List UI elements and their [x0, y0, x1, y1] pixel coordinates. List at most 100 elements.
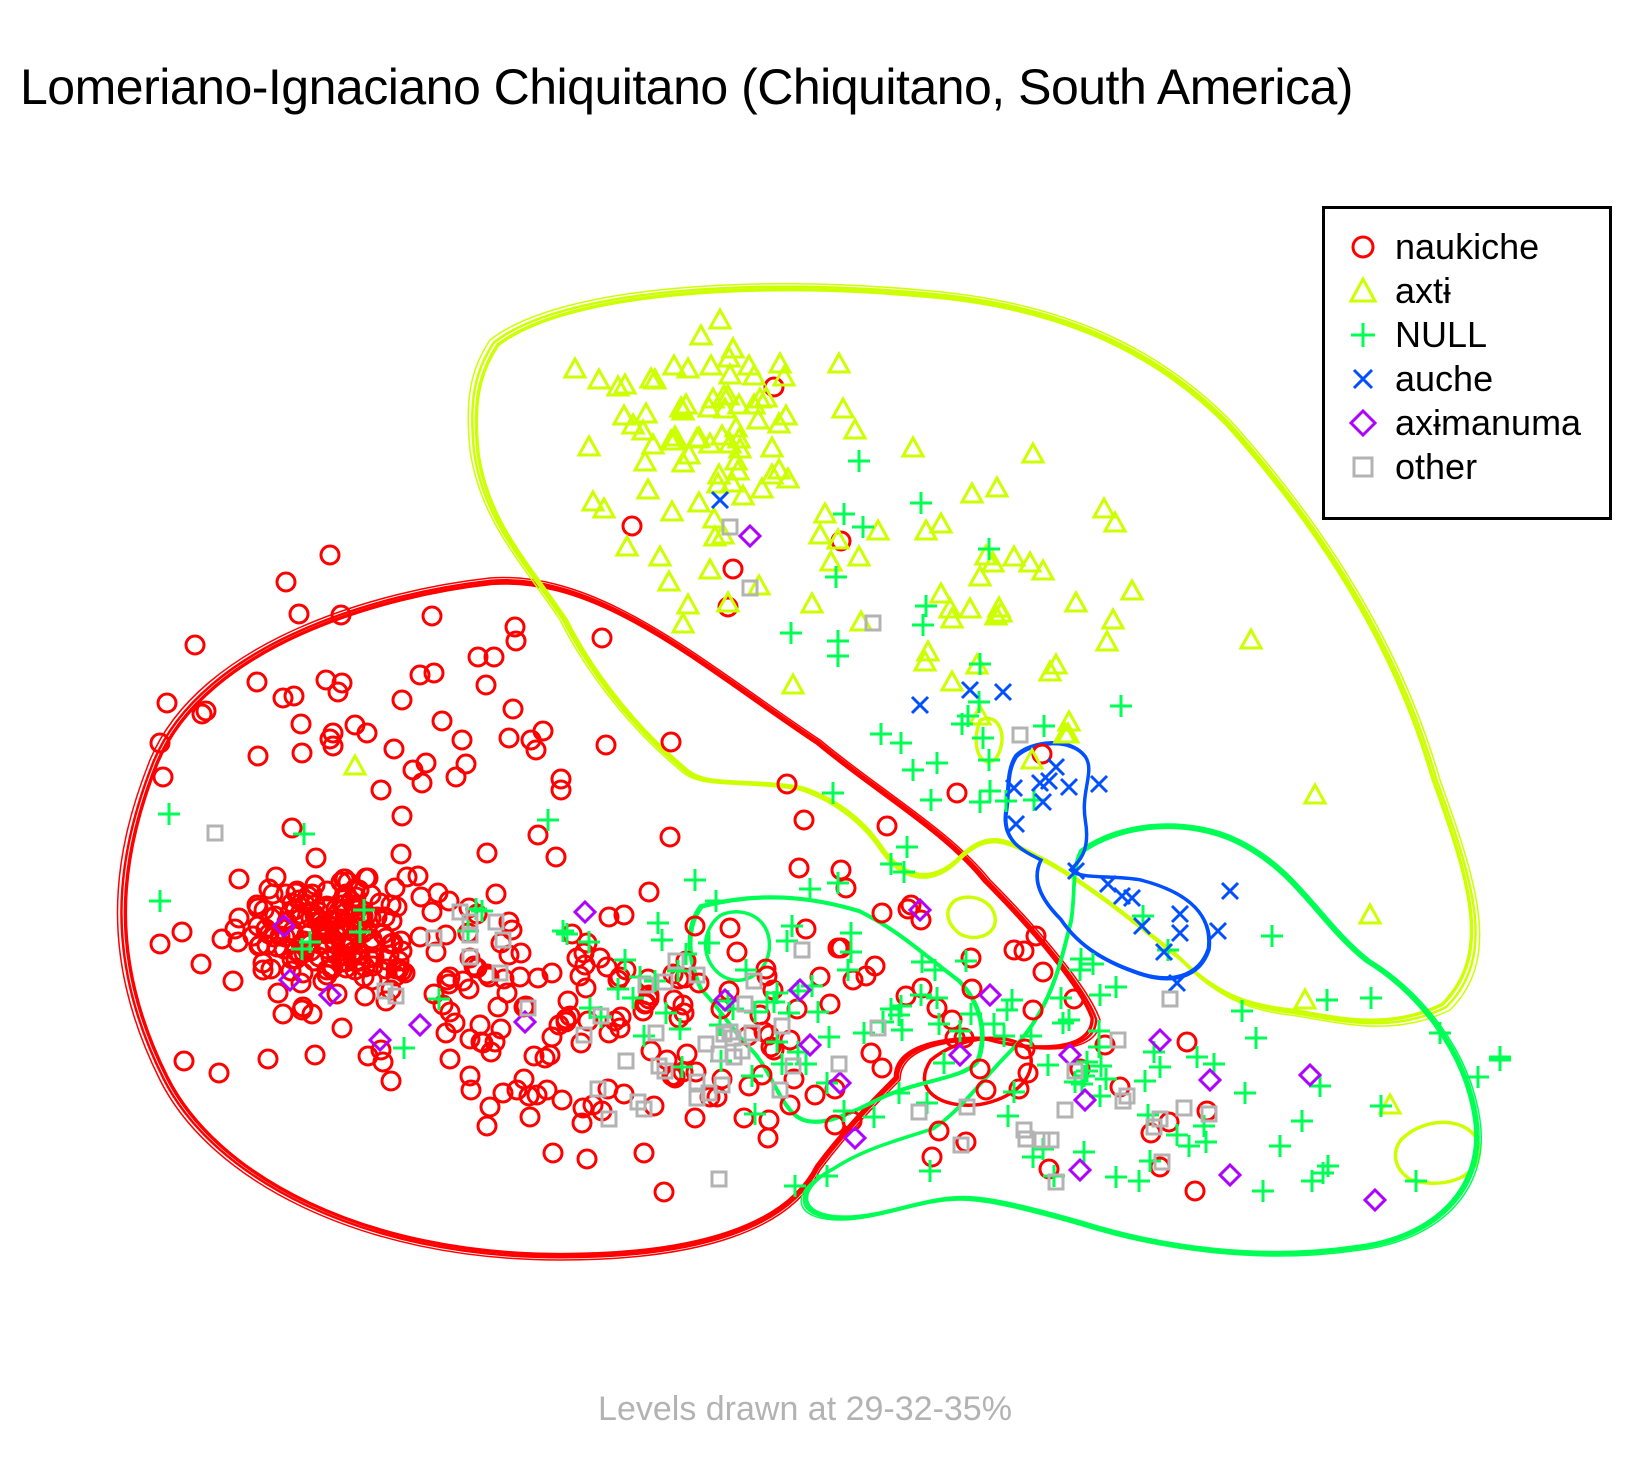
point-axt: [1102, 509, 1128, 533]
point-naukiche: [375, 990, 397, 1012]
point-null: [920, 789, 942, 811]
point-other: [575, 1026, 593, 1044]
point-axt: [1037, 658, 1063, 682]
point-null: [556, 923, 578, 945]
point-naukiche: [228, 868, 250, 890]
point-null: [996, 999, 1018, 1021]
point-axt: [702, 523, 728, 547]
point-naukiche: [519, 1106, 541, 1128]
point-naukiche: [332, 951, 354, 973]
point-naukiche: [685, 1061, 707, 1083]
point-naukiche: [776, 773, 798, 795]
point-axt: [984, 474, 1010, 498]
point-axmanuma: [947, 1042, 973, 1068]
point-naukiche: [525, 739, 547, 761]
point-naukiche: [520, 729, 542, 751]
point-axt: [697, 430, 723, 454]
point-axt: [1019, 746, 1045, 770]
point-auche: [1154, 942, 1174, 962]
point-other: [1153, 1153, 1171, 1171]
point-other: [635, 1100, 653, 1118]
plus-marker-icon: [1351, 323, 1375, 347]
point-axmanuma: [277, 967, 303, 993]
point-axt: [642, 366, 668, 390]
point-other: [461, 926, 479, 944]
legend-label: auche: [1395, 358, 1494, 399]
point-null: [1037, 1054, 1059, 1076]
legend-label: other: [1395, 446, 1478, 487]
point-naukiche: [410, 886, 432, 908]
point-naukiche: [380, 1070, 402, 1092]
point-auche: [1033, 792, 1053, 812]
point-naukiche: [539, 1044, 561, 1066]
point-axt: [730, 482, 756, 506]
point-naukiche: [439, 966, 461, 988]
point-axt: [988, 599, 1014, 623]
point-naukiche: [319, 728, 341, 750]
point-null: [979, 780, 1001, 802]
point-naukiche: [267, 982, 289, 1004]
point-naukiche: [819, 993, 841, 1015]
point-naukiche: [451, 729, 473, 751]
point-naukiche: [542, 1142, 564, 1164]
point-axt: [723, 447, 749, 471]
point-naukiche: [421, 605, 443, 627]
point-naukiche: [855, 965, 877, 987]
point-axt: [830, 395, 856, 419]
point-axmanuma: [907, 897, 933, 923]
point-naukiche: [439, 1048, 461, 1070]
point-axmanuma: [1297, 1062, 1323, 1088]
point-auche: [1030, 773, 1050, 793]
point-axt: [670, 397, 696, 421]
point-null: [840, 922, 862, 944]
point-other: [773, 1017, 791, 1035]
point-naukiche: [660, 731, 682, 753]
point-axt: [611, 402, 637, 426]
point-null: [149, 890, 171, 912]
point-axt: [670, 610, 696, 634]
point-axt: [700, 385, 726, 409]
point-null: [848, 450, 870, 472]
point-axt: [900, 434, 926, 458]
point-other: [425, 929, 443, 947]
point-naukiche: [921, 1146, 943, 1168]
point-null: [1052, 1012, 1074, 1034]
point-naukiche: [409, 926, 431, 948]
point-axt: [826, 350, 852, 374]
point-naukiche: [331, 1017, 353, 1039]
point-naukiche: [378, 944, 400, 966]
point-naukiche: [248, 935, 270, 957]
point-null: [669, 1018, 691, 1040]
point-naukiche: [505, 630, 527, 652]
point-axt: [675, 355, 701, 379]
contour-null-level-2: [802, 824, 1480, 1256]
point-null: [890, 732, 912, 754]
point-other: [1047, 1173, 1065, 1191]
point-naukiche: [760, 1036, 782, 1058]
point-auche: [993, 682, 1013, 702]
point-naukiche: [795, 918, 817, 940]
point-naukiche: [436, 969, 458, 991]
point-null: [1234, 1082, 1256, 1104]
point-null: [978, 538, 1000, 560]
point-null: [926, 752, 948, 774]
point-naukiche: [532, 720, 554, 742]
point-axmanuma: [712, 987, 738, 1013]
point-naukiche: [435, 924, 457, 946]
square-marker-icon: [1352, 456, 1374, 478]
contour-axt-level-3: [474, 287, 1474, 1022]
point-naukiche: [684, 1107, 706, 1129]
point-naukiche: [504, 616, 526, 638]
point-naukiche: [574, 954, 596, 976]
point-naukiche: [407, 865, 429, 887]
point-naukiche: [960, 947, 982, 969]
legend-label: NULL: [1395, 314, 1488, 355]
point-auche: [1059, 777, 1079, 797]
point-axmanuma: [317, 982, 343, 1008]
point-axt: [719, 469, 745, 493]
point-naukiche: [291, 742, 313, 764]
point-naukiche: [1025, 925, 1047, 947]
point-null: [1105, 976, 1127, 998]
point-null: [771, 1053, 793, 1075]
point-naukiche: [290, 972, 312, 994]
